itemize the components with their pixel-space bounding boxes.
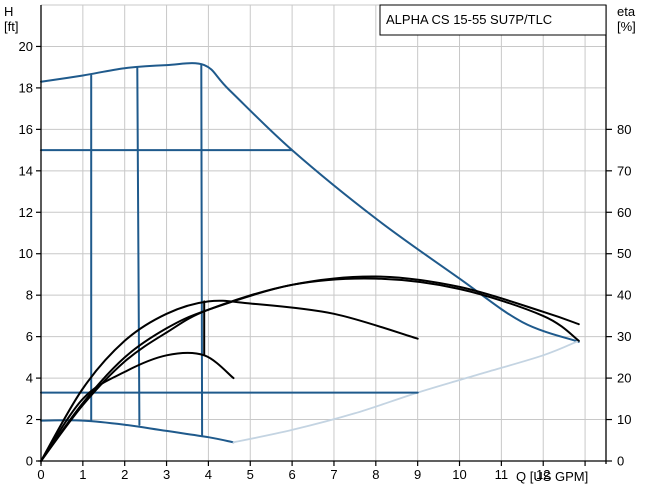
y2-tick-label-5: 50 [617,246,631,261]
y2-tick-label-3: 30 [617,329,631,344]
y2-tick-label-1: 10 [617,412,631,427]
efficiency-curve-9 [40,351,235,462]
y-tick-label-1: 2 [26,412,33,427]
y-tick-label-9: 18 [19,80,33,95]
title-box [379,4,607,36]
chart-title: ALPHA CS 15-55 SU7P/TLC [386,12,552,27]
head-curve-1 [40,419,235,444]
x-tick-label-11: 11 [495,467,509,482]
x-tick-label-0: 0 [37,467,44,482]
y-axis-label-top: H [4,4,13,19]
ticks: 0 1 2 3 4 5 6 7 8 9 10 11 12024681012141618200102030… [19,39,632,482]
axes [38,5,607,464]
x-tick-label-9: 9 [414,467,421,482]
x-tick-label-5: 5 [247,467,254,482]
y-tick-label-8: 16 [19,122,33,137]
y-tick-label-4: 8 [26,288,33,303]
x-tick-label-10: 10 [452,467,466,482]
x-tick-label-1: 1 [79,467,86,482]
y-tick-label-10: 20 [19,39,33,54]
x-tick-label-8: 8 [372,467,379,482]
y-tick-label-5: 10 [19,246,33,261]
head-curve-2 [232,339,580,444]
head-curve-6 [136,67,141,426]
x-tick-label-3: 3 [163,467,170,482]
y-axis-label-unit: [ft] [4,19,18,34]
y2-tick-label-4: 40 [617,288,631,303]
y-tick-label-2: 4 [26,371,33,386]
x-tick-label-6: 6 [288,467,295,482]
y2-axis-label-top: eta [617,4,636,19]
y2-tick-label-6: 60 [617,205,631,220]
x-tick-label-12: 12 [536,467,550,482]
y-tick-label-6: 12 [19,205,33,220]
y2-tick-label-7: 70 [617,163,631,178]
y2-tick-label-2: 20 [617,371,631,386]
x-axis-label: Q [US GPM] [516,469,588,484]
y2-tick-label-0: 0 [617,454,624,469]
head-curve-7 [200,64,204,438]
grid [41,4,606,461]
y-tick-label-7: 14 [19,163,33,178]
efficiency-curve-8 [40,299,419,462]
y2-axis-label-unit: [%] [617,19,636,34]
x-tick-label-7: 7 [330,467,337,482]
y-tick-label-3: 6 [26,329,33,344]
x-tick-label-2: 2 [121,467,128,482]
efficiency-curve-11 [40,277,580,462]
series-layer [40,62,580,462]
y-tick-label-0: 0 [26,454,33,469]
x-tick-label-4: 4 [205,467,212,482]
y2-tick-label-8: 80 [617,122,631,137]
head-curve-0 [40,62,580,343]
